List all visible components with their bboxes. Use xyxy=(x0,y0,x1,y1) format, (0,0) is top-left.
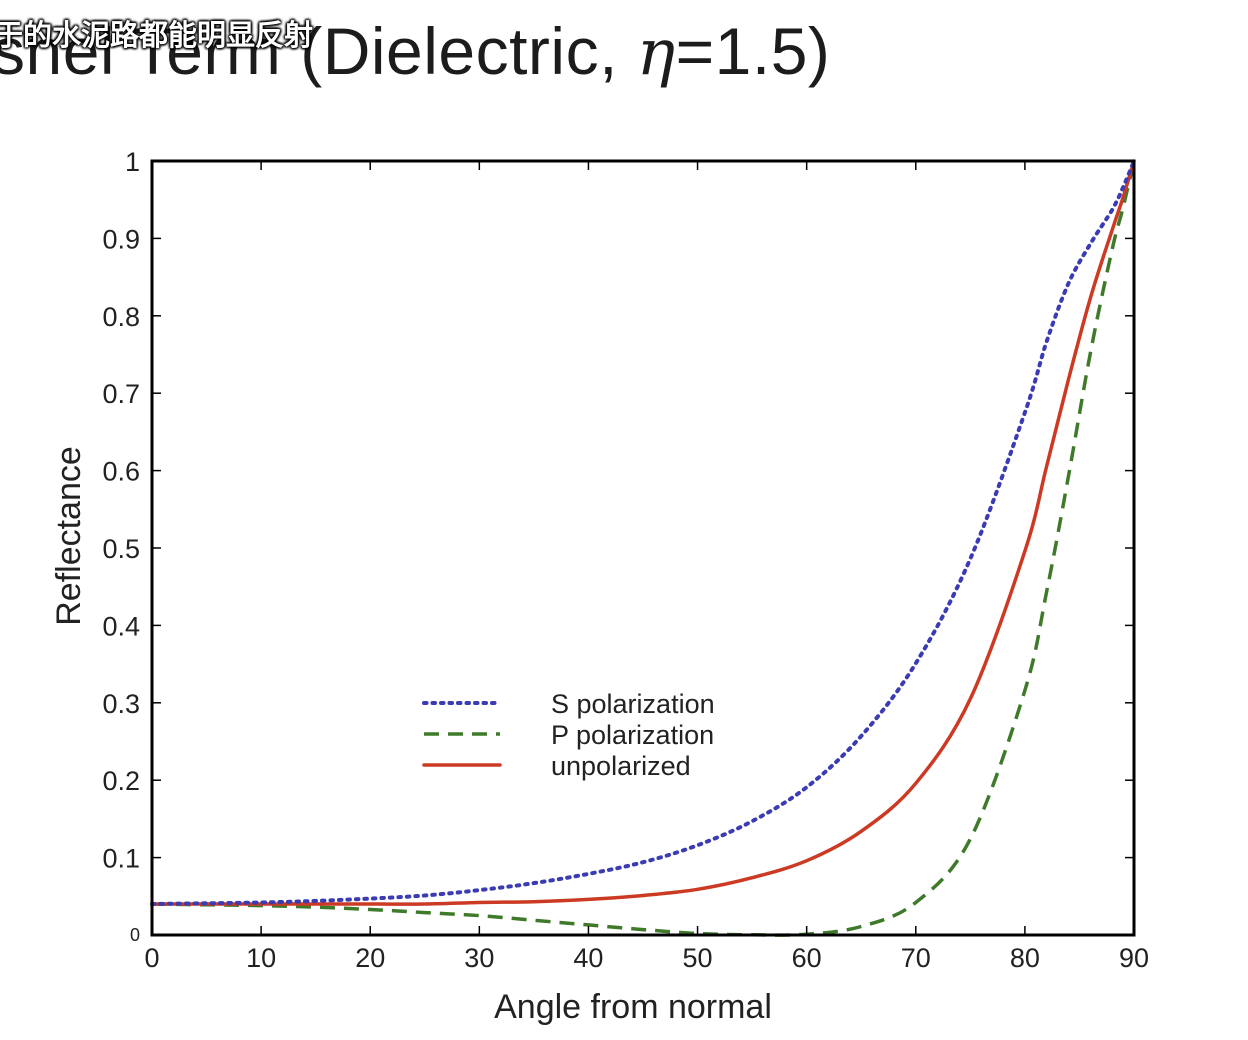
y-tick-label: 0.4 xyxy=(102,611,140,641)
x-tick-label: 60 xyxy=(792,943,822,973)
series-lines xyxy=(150,159,1136,937)
slide-title: snel Term (Dielectric, η=1.5) xyxy=(0,6,830,96)
x-axis-label: Angle from normal xyxy=(494,988,772,1026)
slide-title-text: snel Term (Dielectric, xyxy=(0,14,637,88)
legend-label: S polarization xyxy=(551,689,715,719)
y-tick-label: 0.8 xyxy=(102,302,140,332)
legend-label: P polarization xyxy=(551,720,714,750)
x-tick-label: 90 xyxy=(1119,943,1149,973)
slide-title-tail: =1.5) xyxy=(675,14,831,88)
series-line-p-polarization xyxy=(151,160,1136,937)
x-tick-label: 40 xyxy=(573,943,603,973)
x-tick-label: 0 xyxy=(144,943,159,973)
y-tick-label: 0.3 xyxy=(102,689,140,719)
x-tick-label: 80 xyxy=(1010,943,1040,973)
x-tick-label: 10 xyxy=(246,943,276,973)
x-tick-label: 20 xyxy=(355,943,385,973)
y-tick-label: 0.1 xyxy=(102,844,140,874)
y-tick-label: 0 xyxy=(130,925,140,945)
x-tick-label: 50 xyxy=(683,943,713,973)
plot-frame xyxy=(150,159,1136,937)
y-axis-label: Reflectance xyxy=(50,446,88,626)
legend-label: unpolarized xyxy=(551,751,691,781)
video-subtitle-overlay: 于的水泥路都能明显反射 xyxy=(0,18,314,52)
y-tick-label: 0.2 xyxy=(102,766,140,796)
axis-ticks: 0 10 20 30 40 50 60 70 80 90 0 0.1 0.2 0.3 0.4 0.5 0.6 0.… xyxy=(102,147,1149,973)
y-tick-label: 1 xyxy=(125,147,140,177)
eta-symbol: η xyxy=(636,16,676,90)
x-tick-label: 30 xyxy=(464,943,494,973)
x-tick-label: 70 xyxy=(901,943,931,973)
series-line-s-polarization xyxy=(150,159,1136,906)
y-tick-label: 0.7 xyxy=(102,379,140,409)
y-tick-label: 0.9 xyxy=(102,224,140,254)
y-tick-label: 0.6 xyxy=(102,457,140,487)
series-line-unpolarized xyxy=(150,159,1136,906)
y-tick-label: 0.5 xyxy=(102,534,140,564)
